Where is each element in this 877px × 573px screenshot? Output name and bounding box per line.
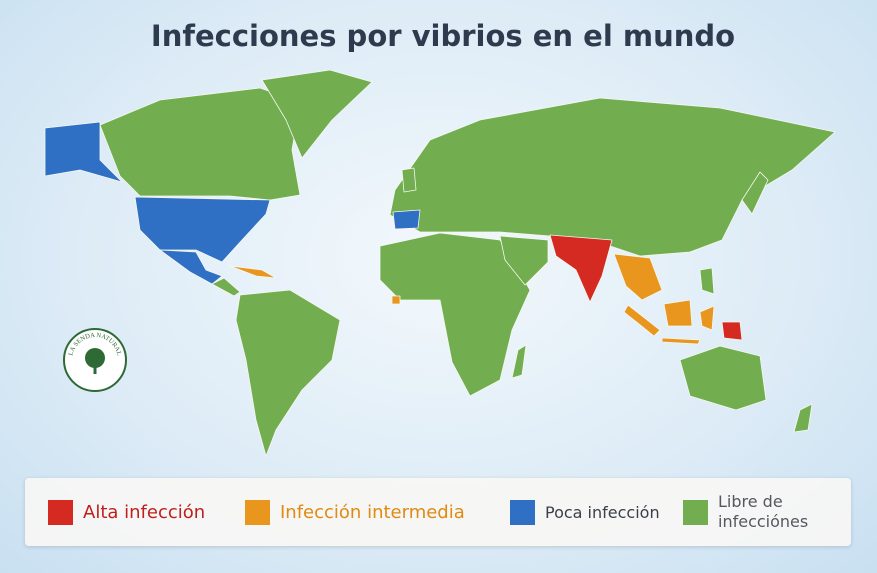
new-guinea — [721, 321, 743, 341]
legend-swatch — [510, 499, 535, 525]
alaska — [44, 121, 123, 183]
usa — [134, 196, 271, 263]
philippines — [699, 267, 715, 295]
title: Infecciones por vibrios en el mundo — [151, 19, 735, 53]
caribbean — [229, 265, 277, 279]
legend-item: Infección intermedia — [245, 478, 465, 546]
australia — [679, 345, 767, 411]
logo-tree — [85, 348, 105, 368]
sulawesi — [699, 305, 715, 331]
eurasia — [389, 97, 836, 257]
greenland — [261, 69, 373, 159]
mexico — [159, 249, 223, 285]
borneo — [663, 299, 693, 327]
legend-swatch — [48, 499, 73, 525]
central-america — [211, 277, 241, 297]
java — [661, 337, 701, 345]
legend-item: Libre de infecciónes — [683, 478, 828, 546]
legend-label: Poca infección — [545, 502, 660, 522]
west-africa — [391, 295, 401, 305]
legend-swatch — [245, 499, 270, 525]
legend: Alta infección Infección intermedia Poca i… — [25, 478, 851, 546]
world — [44, 69, 836, 457]
japan — [741, 171, 769, 215]
new-zealand — [793, 403, 813, 433]
spain — [392, 209, 421, 230]
legend-swatch — [683, 499, 708, 525]
legend-item: Poca infección — [510, 478, 660, 546]
legend-item: Alta infección — [48, 478, 205, 546]
sumatra — [623, 304, 661, 337]
uk — [401, 167, 417, 193]
legend-label: Alta infección — [83, 501, 206, 523]
india — [549, 234, 613, 303]
south-america — [235, 289, 341, 457]
legend-label: Libre de infecciónes — [718, 492, 809, 531]
southeast-asia — [613, 253, 663, 301]
arabia — [499, 235, 549, 286]
legend-label: Infección intermedia — [280, 501, 465, 523]
logo-trunk — [93, 364, 97, 374]
logo: LA SENDA NATURAL — [63, 328, 127, 392]
madagascar — [511, 344, 527, 379]
canada — [99, 87, 301, 201]
